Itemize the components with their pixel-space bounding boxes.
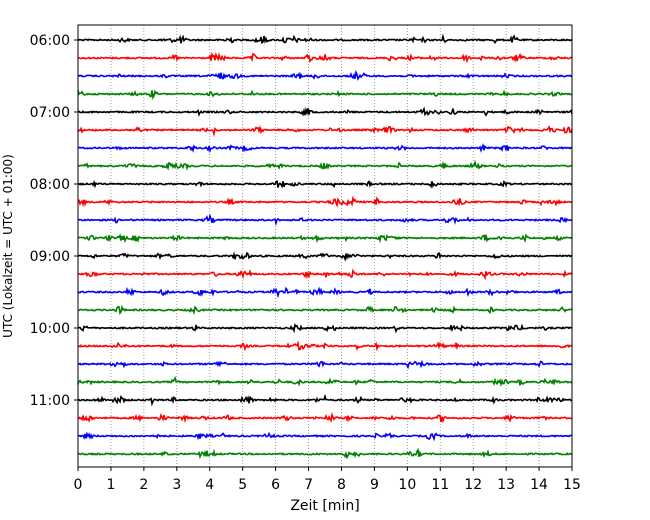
trace-0845	[77, 233, 573, 244]
x-axis-ticks: 0 1 2 3 4 5 6 7 8 9 10 11 12 13 14 15	[74, 467, 581, 493]
trace-0645	[77, 89, 573, 101]
trace-group	[77, 33, 573, 460]
x-tick-label: 1	[106, 477, 115, 493]
x-tick-label: 3	[172, 477, 181, 493]
trace-1145	[77, 447, 573, 460]
x-axis-label: Zeit [min]	[290, 498, 359, 514]
trace-0630	[77, 69, 573, 81]
x-tick-label: 14	[530, 477, 548, 493]
trace-0945	[77, 304, 573, 316]
x-tick-label: 13	[497, 477, 515, 493]
trace-0800	[77, 179, 573, 189]
x-tick-label: 4	[205, 477, 214, 493]
trace-1130	[77, 431, 573, 442]
y-axis-label: UTC (Lokalzeit = UTC + 01:00)	[1, 154, 15, 338]
y-tick-label: 11:00	[30, 393, 70, 409]
x-tick-label: 6	[271, 477, 280, 493]
x-tick-label: 11	[431, 477, 449, 493]
trace-0830	[77, 213, 573, 227]
trace-0615	[77, 51, 573, 64]
x-tick-label: 9	[370, 477, 379, 493]
y-tick-label: 09:00	[30, 249, 70, 265]
x-tick-label: 12	[464, 477, 482, 493]
x-tick-label: 10	[398, 477, 416, 493]
trace-0715	[77, 124, 573, 138]
x-tick-label: 0	[74, 477, 83, 493]
x-tick-label: 8	[337, 477, 346, 493]
y-tick-label: 10:00	[30, 321, 70, 337]
x-tick-label: 7	[304, 477, 313, 493]
y-tick-label: 06:00	[30, 33, 70, 49]
plot-frame	[77, 24, 573, 468]
trace-1100	[77, 393, 573, 407]
trace-0815	[77, 195, 573, 208]
trace-0930	[77, 286, 573, 299]
trace-0900	[77, 251, 573, 262]
y-tick-label: 08:00	[30, 177, 70, 193]
trace-1000	[77, 323, 573, 334]
trace-1015	[77, 340, 573, 352]
trace-1030	[77, 359, 573, 370]
y-tick-label: 07:00	[30, 105, 70, 121]
trace-1115	[77, 411, 573, 424]
x-tick-label: 5	[238, 477, 247, 493]
trace-0745	[77, 159, 573, 171]
x-tick-label: 2	[139, 477, 148, 493]
x-tick-label: 15	[563, 477, 581, 493]
y-axis-ticks: 06:00 07:00 08:00 09:00 10:00 11:00	[30, 33, 78, 409]
trace-0915	[77, 268, 573, 281]
trace-1045	[77, 375, 573, 388]
trace-0700	[77, 106, 573, 117]
trace-0600	[77, 33, 573, 45]
trace-0730	[77, 142, 573, 154]
